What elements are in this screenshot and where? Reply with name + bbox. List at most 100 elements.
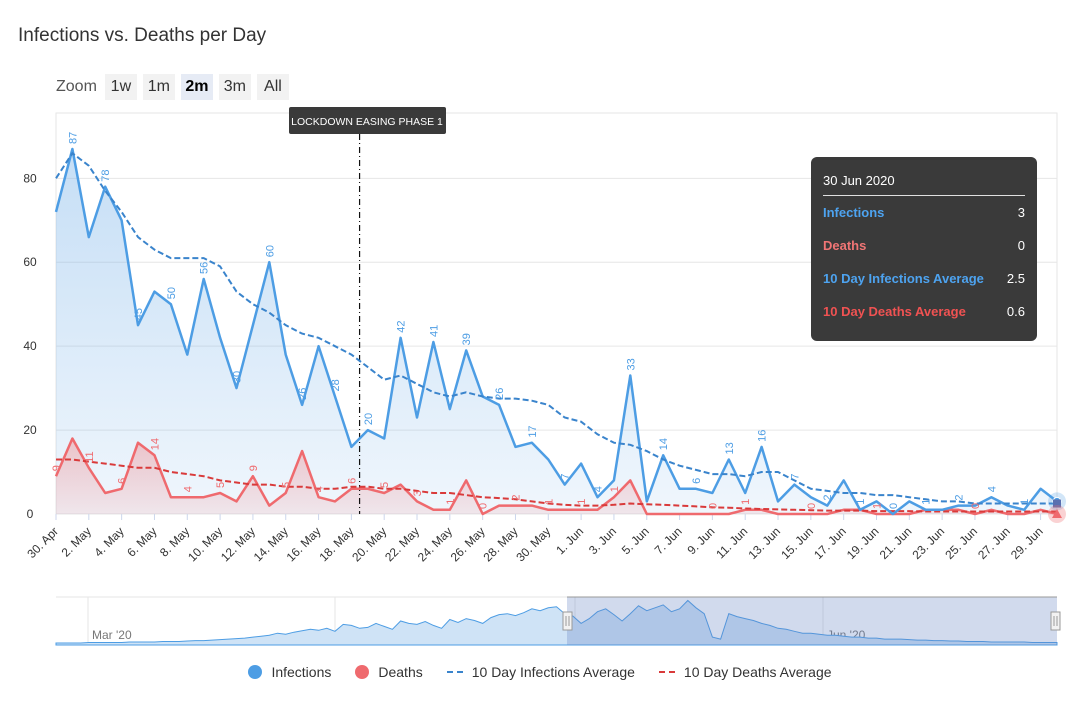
data-label: 1 (740, 499, 752, 505)
data-label: 4 (593, 486, 605, 492)
data-label: 14 (658, 438, 670, 450)
deaths-area (56, 438, 1057, 514)
data-label: 2 (510, 494, 522, 500)
legend-label: Deaths (378, 664, 423, 680)
data-label: 20 (363, 413, 375, 425)
data-label: 1 (1019, 499, 1031, 505)
data-label: 28 (330, 379, 342, 391)
data-label: 4 (182, 486, 194, 492)
zoom-1m-button[interactable]: 1m (142, 74, 175, 100)
zoom-1w-button[interactable]: 1w (104, 74, 137, 100)
zoom-label: Zoom (56, 78, 97, 95)
y-tick-label: 60 (23, 255, 37, 269)
data-label: 1 (576, 499, 588, 505)
zoom-all-button[interactable]: All (256, 74, 289, 100)
data-label: 7 (789, 474, 801, 480)
y-tick-label: 80 (23, 171, 37, 185)
data-label: 5 (281, 482, 293, 488)
legend-item-infections[interactable]: Infections (248, 664, 331, 680)
data-label: 13 (724, 442, 736, 454)
legend-marker-deaths-average (658, 671, 675, 673)
data-label: 7 (560, 474, 572, 480)
data-label: 33 (625, 358, 637, 370)
data-label: 26 (297, 388, 309, 400)
x-tick-label: 5. Jun (619, 524, 652, 557)
data-label: 87 (67, 132, 79, 144)
tooltip-row-infections-average: 10 Day Infections Average 2.5 (823, 262, 1025, 295)
data-label: 1 (921, 499, 933, 505)
data-label: 1 (543, 499, 555, 505)
tooltip-row-deaths: Deaths 0 (823, 229, 1025, 262)
legend-item-deaths-average[interactable]: 10 Day Deaths Average (658, 664, 832, 680)
legend-item-deaths[interactable]: Deaths (355, 664, 423, 680)
data-label: 9 (248, 465, 260, 471)
zoom-controls: Zoom 1w 1m 2m 3m All (56, 74, 295, 100)
data-label: 0 (478, 503, 490, 509)
data-label: 9 (51, 465, 63, 471)
x-tick-label: 15. Jun (778, 524, 816, 562)
zoom-3m-button[interactable]: 3m (218, 74, 251, 100)
x-tick-label: 9. Jun (684, 524, 717, 557)
tooltip-label: Infections (823, 205, 885, 220)
x-tick-label: 10. May (185, 524, 225, 564)
x-tick-label: 24. May (415, 524, 455, 564)
data-label: 5 (379, 482, 391, 488)
deaths-average-point (1052, 509, 1062, 518)
data-label: 2 (822, 494, 834, 500)
chart-title: Infections vs. Deaths per Day (18, 25, 267, 46)
data-label: 0 (707, 503, 719, 509)
x-tick-label: 16. May (284, 524, 324, 564)
data-label: 0 (970, 503, 982, 509)
x-tick-label: 30. May (513, 524, 553, 564)
data-label: 1 (609, 486, 621, 492)
legend-label: 10 Day Infections Average (471, 664, 635, 680)
navigator-month-label: Mar '20 (92, 628, 132, 642)
x-tick-label: 21. Jun (877, 524, 915, 562)
data-label: 3 (412, 490, 424, 496)
x-tick-label: 19. Jun (844, 524, 882, 562)
tooltip-value: 3 (1017, 205, 1025, 220)
data-label: 26 (494, 388, 506, 400)
data-label: 39 (461, 333, 473, 345)
x-tick-label: 3. Jun (586, 524, 619, 557)
data-label: 4 (986, 486, 998, 492)
navigator-series (55, 599, 1058, 646)
navigator-right-handle[interactable] (1050, 611, 1061, 631)
tooltip-value: 0 (1017, 238, 1025, 253)
x-tick-label: 29. Jun (1008, 524, 1046, 562)
data-label: 60 (264, 245, 276, 257)
legend-marker-deaths (355, 665, 370, 679)
x-tick-label: 25. Jun (942, 524, 980, 562)
x-tick-label: 18. May (316, 524, 356, 564)
y-tick-label: 40 (23, 339, 37, 353)
data-label: 42 (396, 321, 408, 333)
zoom-2m-button[interactable]: 2m (180, 74, 213, 100)
data-label: 30 (232, 371, 244, 383)
infections-average-line (55, 151, 1057, 505)
infections-line (54, 147, 1058, 516)
legend-item-infections-average[interactable]: 10 Day Infections Average (446, 664, 635, 680)
x-tick-label: 30. Apr (24, 524, 61, 561)
x-tick-label: 7. Jun (652, 524, 685, 557)
annotation-box (289, 107, 446, 134)
x-tick-label: 20. May (349, 524, 389, 564)
data-label: 41 (428, 325, 440, 337)
legend-marker-infections-average (446, 671, 463, 673)
x-tick-label: 26. May (448, 524, 488, 564)
tooltip-value: 0.6 (1006, 304, 1025, 319)
x-tick-label: 2. May (59, 524, 94, 559)
data-label: 0 (888, 503, 900, 509)
x-tick-label: 23. Jun (910, 524, 948, 562)
navigator-left-handle[interactable] (562, 611, 573, 631)
tooltip-row-deaths-average: 10 Day Deaths Average 0.6 (823, 295, 1025, 328)
tooltip-label: 10 Day Deaths Average (823, 304, 966, 319)
y-tick-label: 0 (27, 507, 34, 521)
x-tick-label: 13. Jun (745, 524, 783, 562)
x-tick-label: 17. Jun (811, 524, 849, 562)
x-tick-label: 28. May (481, 524, 521, 564)
legend-label: Infections (271, 664, 332, 680)
data-label: 17 (527, 425, 539, 437)
data-label: 45 (133, 308, 145, 320)
data-label: 2 (954, 494, 966, 500)
handle-body (562, 611, 573, 631)
